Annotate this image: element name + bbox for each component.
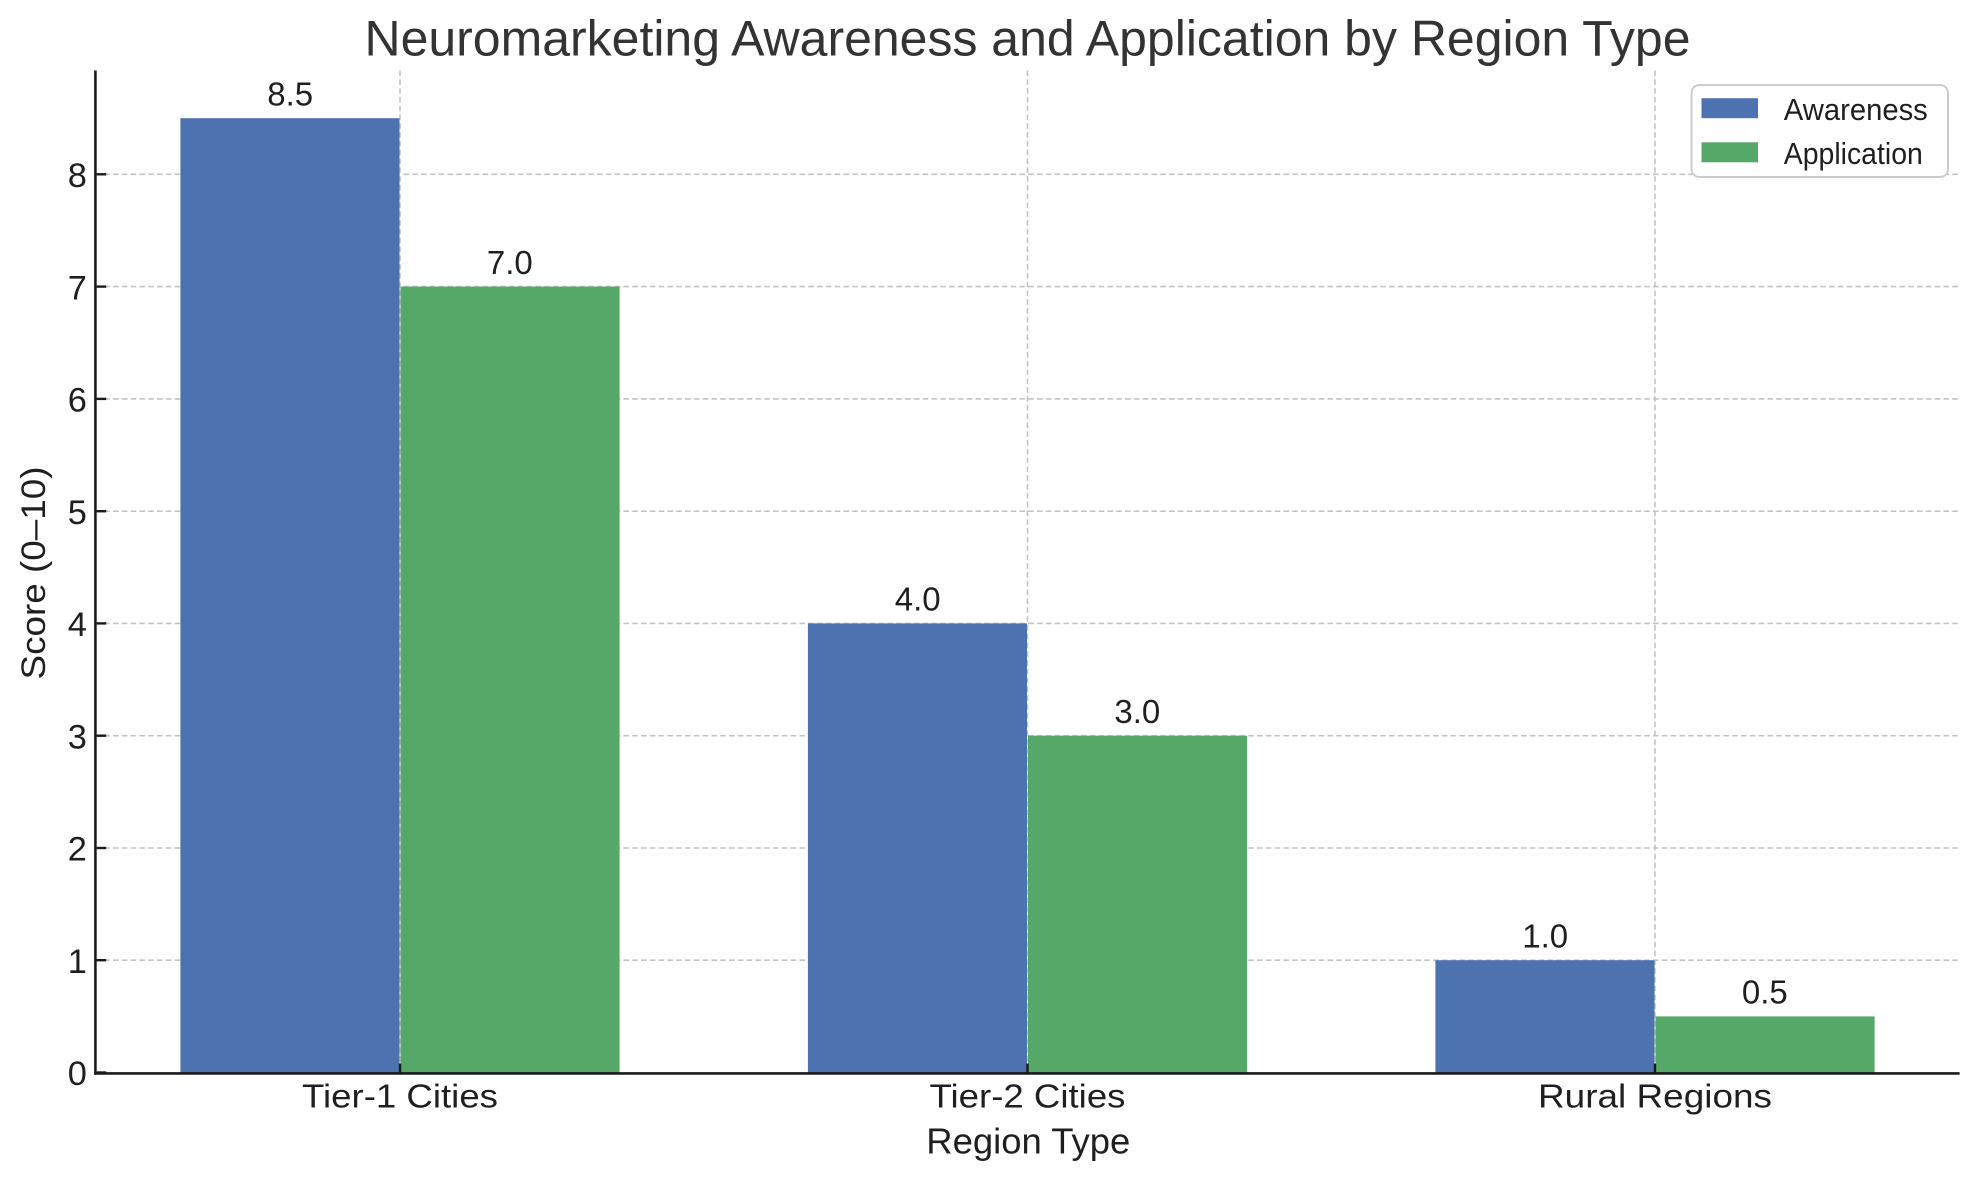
svg-text:8: 8 bbox=[68, 157, 87, 195]
svg-text:0.5: 0.5 bbox=[1742, 974, 1788, 1011]
svg-text:7: 7 bbox=[68, 269, 87, 307]
svg-text:2: 2 bbox=[68, 831, 87, 869]
svg-text:Score (0–10): Score (0–10) bbox=[15, 467, 53, 680]
svg-text:0: 0 bbox=[68, 1055, 87, 1093]
svg-text:Tier-1 Cities: Tier-1 Cities bbox=[302, 1079, 498, 1116]
svg-text:Tier-2 Cities: Tier-2 Cities bbox=[930, 1079, 1126, 1116]
svg-text:6: 6 bbox=[68, 382, 87, 420]
svg-text:Application: Application bbox=[1784, 136, 1923, 171]
svg-text:3: 3 bbox=[68, 718, 87, 756]
svg-text:Neuromarketing Awareness and A: Neuromarketing Awareness and Application… bbox=[365, 11, 1691, 67]
svg-text:5: 5 bbox=[68, 494, 87, 532]
svg-text:3.0: 3.0 bbox=[1114, 693, 1160, 730]
svg-text:1.0: 1.0 bbox=[1522, 918, 1568, 955]
svg-text:7.0: 7.0 bbox=[487, 244, 533, 281]
svg-text:Awareness: Awareness bbox=[1784, 92, 1928, 127]
svg-text:8.5: 8.5 bbox=[267, 76, 313, 113]
svg-text:4: 4 bbox=[68, 606, 87, 644]
svg-text:Region Type: Region Type bbox=[926, 1121, 1130, 1162]
svg-text:4.0: 4.0 bbox=[895, 581, 941, 618]
svg-text:Rural Regions: Rural Regions bbox=[1538, 1079, 1772, 1116]
svg-text:1: 1 bbox=[68, 943, 87, 981]
